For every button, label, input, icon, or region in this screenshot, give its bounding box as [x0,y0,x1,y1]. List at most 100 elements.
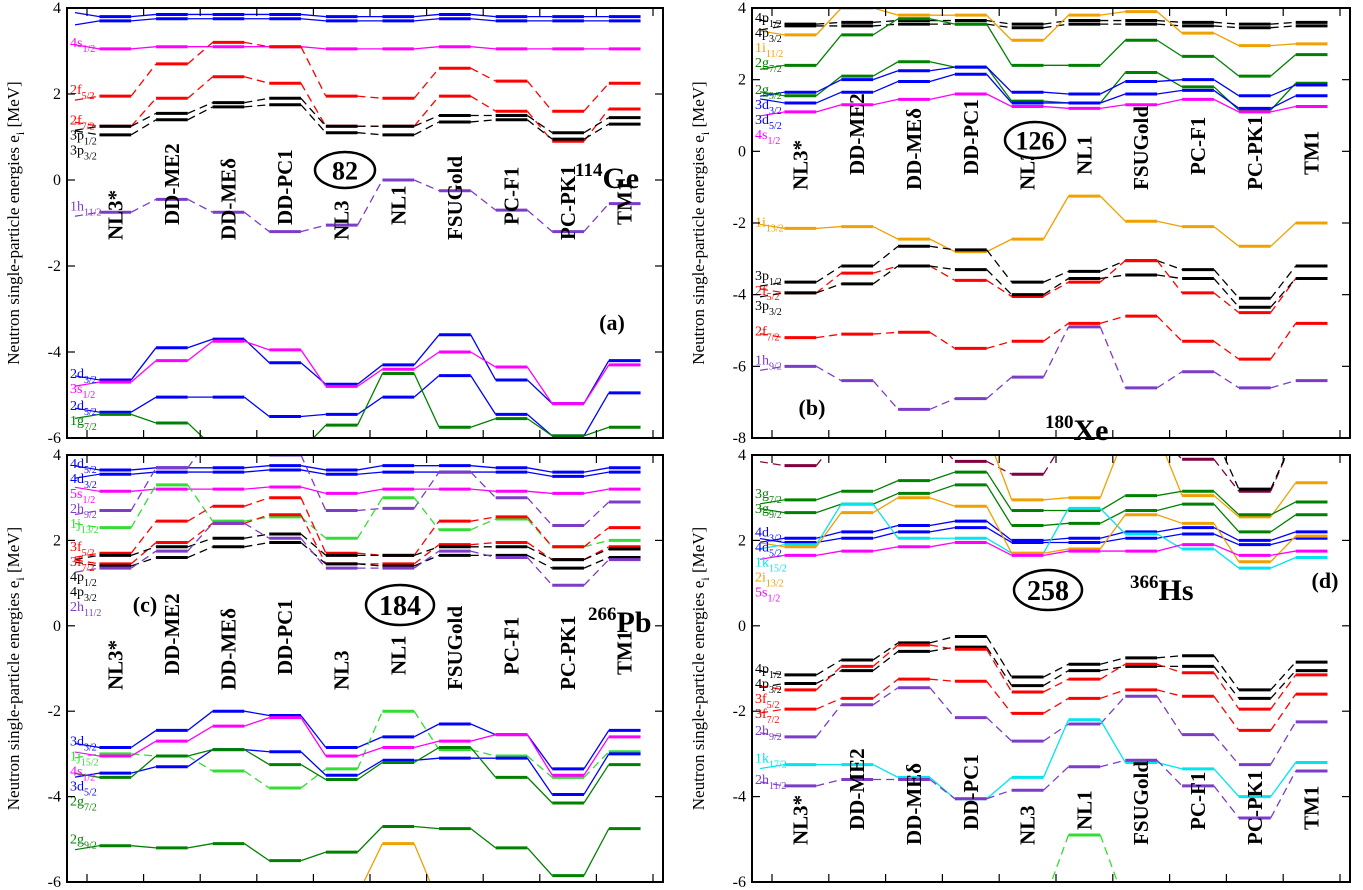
level-connector [986,93,1012,108]
level-connector [815,8,842,36]
level-label: 2f5/2 [755,284,779,303]
level-connector [470,465,496,469]
level-1k-17-2 [759,718,1328,801]
level-connector [413,520,440,556]
level-lead [74,375,100,381]
level-connector [583,123,610,140]
level-connector [131,471,157,475]
level-4s-1-2 [74,716,641,777]
level-connector [131,845,157,849]
level-connector [470,550,496,559]
level-connector [413,546,440,556]
level-connector [872,18,899,36]
nucleus-label: 114Ge [575,160,639,195]
level-connector [131,18,157,22]
level-lead [759,64,785,70]
level-connector [1270,537,1296,546]
level-connector [1156,220,1183,228]
level-connector [1213,458,1240,492]
level-connector [1043,678,1069,693]
level-lead [759,670,785,676]
level-connector [1043,766,1069,791]
level-connector [1099,39,1126,66]
level-connector [130,396,157,413]
level-4p-3-2 [759,22,1328,31]
y-tick-label: 2 [53,86,61,103]
model-labels: NL3* DD-ME2 DD-MEδ DD-PC1 NL3 NL1 FSUGold PC-F1… [788,93,1323,190]
level-connector [986,66,1013,102]
level-label: 1i11/2 [755,41,783,60]
level-connector [1156,526,1183,533]
level-3f-5-2 [759,643,1328,711]
y-tick-label: 4 [738,447,746,464]
level-connector [816,225,842,230]
level-connector [187,749,213,757]
level-connector [1043,281,1069,298]
level-1h-11-2 [74,178,641,234]
y-tick-label: 2 [53,532,61,549]
level-connector [300,46,326,50]
level-connector [872,480,899,492]
level-label: 3f5/2 [70,540,94,559]
level-label: 4d3/2 [70,472,97,491]
level-4d-3-2 [74,468,641,479]
level-3d-5-2 [74,17,641,26]
level-connector [816,91,842,104]
level-connector [986,646,1013,686]
level-connector [872,226,899,240]
level-connector [357,368,383,387]
level-connector [470,518,496,531]
level-connector [357,396,383,415]
y-axis: 4 2 0 -2 -4 -6 [48,447,663,890]
level-lead [759,763,785,770]
level-label: 4d5/2 [755,540,782,559]
level-connector [244,465,270,469]
model-label: DD-PC1 [273,149,297,225]
level-3d-3-2 [74,709,641,771]
level-connector [872,70,899,81]
level-connector [1043,697,1069,714]
level-connector [1100,537,1126,544]
level-connector [526,497,553,526]
level-connector [1213,548,1240,569]
level-1i-11-2 [759,8,1328,48]
level-connector [470,747,497,778]
level-connector [1213,695,1240,731]
level-connector [1099,495,1126,512]
level-connector [187,537,213,548]
level-connector [872,650,899,672]
y-tick-label: -2 [733,215,746,232]
level-connector [1099,326,1126,389]
level-connector [872,763,899,778]
level-connector [526,418,553,437]
level-connector [1100,689,1126,700]
level-connector [300,486,327,495]
model-label: FSUGold [443,606,467,690]
level-4s-1-2 [74,44,641,51]
level-lead [74,845,100,851]
level-connector [986,537,1013,554]
level-connector [413,67,440,99]
level-lead [74,567,100,573]
level-connector [1157,23,1183,27]
level-connector [244,97,270,104]
level-label: 5s1/2 [70,487,95,506]
level-2g-9-2 [74,824,641,878]
level-label: 5s1/2 [755,585,780,604]
level-connector [357,465,383,471]
level-connector [1043,723,1069,742]
level-connector [413,375,440,398]
y-tick-label: 2 [738,72,746,89]
level-connector [244,541,270,548]
level-label: 2h11/2 [755,773,786,792]
level-connector [1270,105,1296,113]
levels [759,8,1328,411]
level-connector [1100,657,1126,665]
level-connector [1043,14,1069,41]
level-lead [759,98,785,104]
level-connector [929,678,955,682]
level-connector [244,486,270,490]
level-connector [986,23,1013,66]
